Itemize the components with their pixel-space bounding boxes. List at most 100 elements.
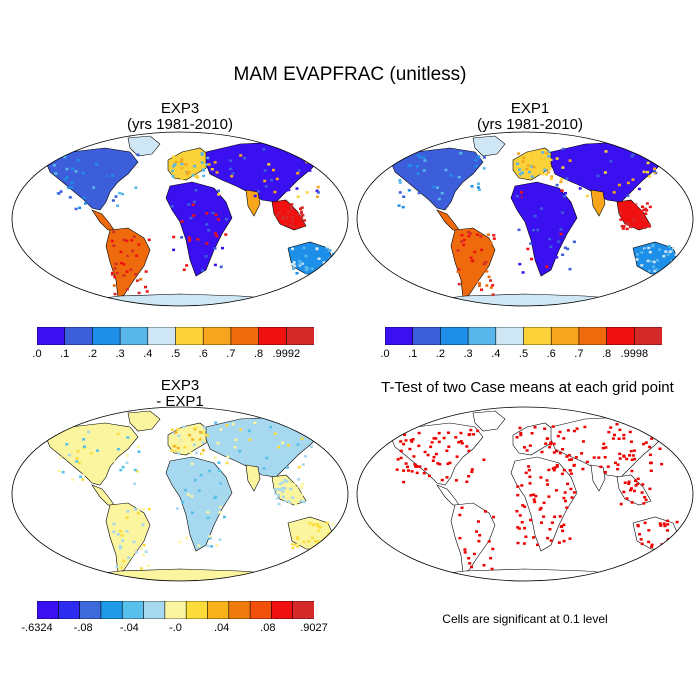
map-cell — [328, 249, 332, 252]
map-cell — [565, 177, 569, 180]
map-cell — [318, 526, 322, 529]
colorbar-tick-label: -.0 — [169, 622, 182, 634]
map-cell — [524, 535, 528, 538]
map-cell — [177, 434, 181, 438]
map-cell — [520, 484, 524, 487]
map-cell — [122, 263, 126, 266]
map-cell — [477, 182, 480, 186]
map-cell — [411, 438, 415, 441]
map-cell — [99, 456, 103, 459]
map-cell — [647, 225, 651, 228]
map-cell — [147, 564, 150, 567]
map-cell — [530, 257, 533, 261]
map-cell — [564, 192, 567, 195]
map-cell — [620, 224, 624, 228]
map-cell — [274, 492, 278, 495]
map-cell — [225, 424, 229, 427]
map-cell — [200, 152, 204, 155]
map-cell — [296, 443, 300, 446]
map-cell — [529, 518, 533, 522]
map-cell — [141, 523, 145, 526]
map-cell — [258, 453, 262, 457]
map-cell — [278, 482, 282, 486]
map-cell — [675, 520, 679, 524]
map-cell — [116, 159, 120, 163]
map-cell — [570, 458, 574, 461]
map-cell — [613, 433, 616, 437]
map-cell — [489, 556, 493, 560]
map-cell — [177, 158, 180, 162]
map-cell — [218, 538, 222, 541]
map-cell — [78, 206, 82, 210]
map-cell — [634, 484, 638, 487]
continent-antarctica — [414, 568, 647, 581]
map-cell — [536, 543, 539, 547]
colorbar-swatch — [634, 327, 662, 345]
map-cell — [316, 191, 320, 194]
map-cell — [417, 154, 421, 157]
map-cell — [461, 248, 464, 251]
map-cell — [279, 178, 283, 181]
continent-south-america — [450, 502, 496, 574]
map-cell — [136, 536, 139, 540]
map-cell — [517, 228, 521, 232]
map-cell — [551, 425, 555, 428]
map-cell — [172, 431, 176, 435]
colorbar-swatch — [147, 327, 177, 345]
map-cell — [646, 170, 649, 174]
map-cell — [181, 500, 185, 504]
map-cell — [136, 511, 140, 515]
map-cell — [480, 288, 483, 291]
map-cell — [114, 195, 118, 198]
map-cell — [404, 439, 408, 442]
map-cell — [81, 171, 85, 175]
map-cell — [470, 565, 473, 569]
map-cell — [423, 450, 427, 454]
map-cell — [460, 506, 464, 509]
map-cell — [440, 188, 444, 192]
map-cell — [547, 155, 551, 158]
colorbar-swatch — [79, 601, 102, 619]
map-cell — [551, 467, 555, 470]
map-cell — [224, 498, 228, 501]
colorbar-swatch — [143, 601, 166, 619]
map-cell — [276, 494, 280, 497]
continent-central-america — [91, 484, 115, 506]
map-cell — [186, 167, 190, 170]
map-cell — [647, 540, 651, 544]
continent-india — [245, 189, 261, 217]
colorbar-tick-label: -.08 — [73, 622, 93, 634]
map-cell — [549, 442, 552, 446]
map-cell — [200, 153, 204, 156]
map-cell — [292, 483, 296, 486]
map-cell — [118, 564, 121, 568]
map-cell — [585, 194, 589, 198]
map-cell — [302, 540, 306, 543]
map-cell — [531, 154, 535, 157]
map-cell — [396, 458, 400, 461]
map-cell — [300, 210, 303, 213]
map-cell — [177, 452, 181, 455]
map-cell — [200, 161, 204, 164]
map-cell — [474, 159, 478, 162]
map-cell — [201, 169, 205, 172]
map-cell — [205, 433, 209, 437]
map-cell — [653, 169, 657, 173]
map-cell — [68, 196, 72, 199]
map-cell — [289, 206, 293, 209]
map-cell — [207, 163, 211, 166]
map-cell — [528, 482, 532, 485]
map-cell — [666, 253, 670, 256]
map-cell — [477, 155, 481, 158]
map-cell — [191, 203, 195, 206]
map-cell — [541, 151, 545, 154]
map-cell — [63, 155, 67, 159]
map-cell — [562, 539, 566, 543]
map-cell — [409, 164, 412, 167]
map-cell — [402, 442, 406, 446]
colorbar-tick-label: .9992 — [272, 348, 301, 360]
map-cell — [257, 429, 261, 433]
continent-south-america — [450, 227, 496, 299]
map-cell — [640, 491, 644, 494]
map-shading-layer — [397, 146, 678, 296]
